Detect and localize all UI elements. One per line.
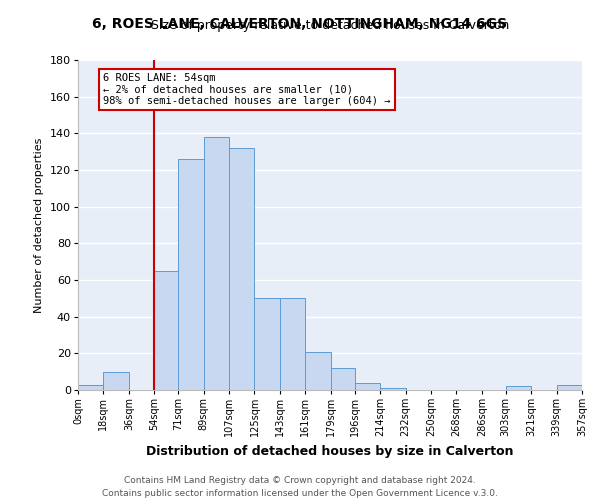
Bar — [254, 298, 280, 390]
Bar — [305, 352, 331, 390]
Bar — [380, 388, 406, 390]
Bar — [280, 298, 305, 390]
Bar — [557, 384, 582, 390]
X-axis label: Distribution of detached houses by size in Calverton: Distribution of detached houses by size … — [146, 444, 514, 458]
Text: Contains public sector information licensed under the Open Government Licence v.: Contains public sector information licen… — [102, 489, 498, 498]
Bar — [331, 368, 355, 390]
Bar — [506, 386, 531, 390]
Y-axis label: Number of detached properties: Number of detached properties — [34, 138, 44, 312]
Bar — [103, 372, 129, 390]
Text: 6 ROES LANE: 54sqm
← 2% of detached houses are smaller (10)
98% of semi-detached: 6 ROES LANE: 54sqm ← 2% of detached hous… — [103, 73, 391, 106]
Title: Size of property relative to detached houses in Calverton: Size of property relative to detached ho… — [151, 20, 509, 32]
Bar — [355, 382, 380, 390]
Text: Contains HM Land Registry data © Crown copyright and database right 2024.: Contains HM Land Registry data © Crown c… — [124, 476, 476, 485]
Bar — [178, 159, 203, 390]
Bar — [203, 137, 229, 390]
Bar — [78, 384, 103, 390]
Bar — [229, 148, 254, 390]
Text: 6, ROES LANE, CALVERTON, NOTTINGHAM, NG14 6GS: 6, ROES LANE, CALVERTON, NOTTINGHAM, NG1… — [92, 18, 508, 32]
Bar — [154, 271, 178, 390]
